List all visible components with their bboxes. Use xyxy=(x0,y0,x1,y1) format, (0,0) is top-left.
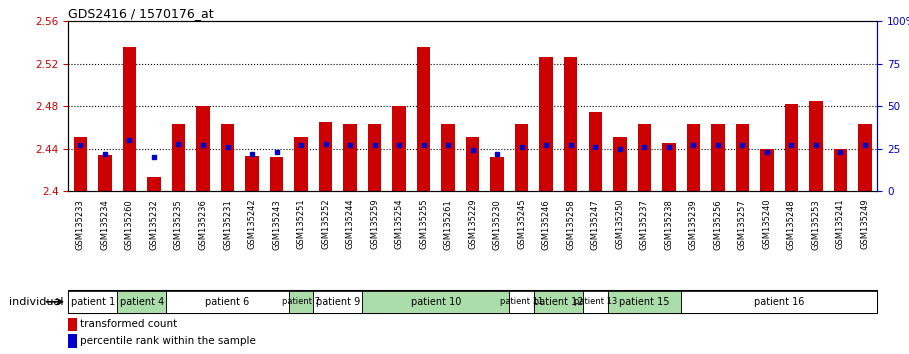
Bar xyxy=(607,291,681,313)
Bar xyxy=(534,291,583,313)
Bar xyxy=(613,137,626,191)
Bar xyxy=(368,124,382,191)
Bar xyxy=(117,291,166,313)
Bar xyxy=(491,157,504,191)
Bar xyxy=(68,291,117,313)
Bar xyxy=(637,124,651,191)
Text: patient 6: patient 6 xyxy=(205,297,250,307)
Text: percentile rank within the sample: percentile rank within the sample xyxy=(80,336,256,346)
Bar xyxy=(662,143,675,191)
Text: patient 1: patient 1 xyxy=(71,297,115,307)
Bar xyxy=(686,124,700,191)
Bar xyxy=(564,57,577,191)
Text: patient 10: patient 10 xyxy=(411,297,461,307)
Text: patient 13: patient 13 xyxy=(574,297,617,306)
Text: patient 7: patient 7 xyxy=(282,297,320,306)
Bar xyxy=(68,334,77,348)
Text: patient 16: patient 16 xyxy=(754,297,804,307)
Bar xyxy=(809,101,823,191)
Text: patient 11: patient 11 xyxy=(500,297,544,306)
Bar xyxy=(295,137,308,191)
Text: GDS2416 / 1570176_at: GDS2416 / 1570176_at xyxy=(68,7,214,20)
Bar xyxy=(166,291,289,313)
Bar xyxy=(588,112,602,191)
Bar xyxy=(289,291,314,313)
Bar xyxy=(466,137,479,191)
Bar xyxy=(314,291,363,313)
Bar xyxy=(583,291,607,313)
Bar xyxy=(760,149,774,191)
Bar xyxy=(393,106,406,191)
Bar xyxy=(442,124,454,191)
Text: patient 9: patient 9 xyxy=(315,297,360,307)
Bar xyxy=(147,177,161,191)
Bar xyxy=(98,155,112,191)
Bar xyxy=(363,291,509,313)
Bar xyxy=(784,104,798,191)
Bar xyxy=(681,291,877,313)
Bar xyxy=(68,318,77,331)
Bar xyxy=(735,124,749,191)
Bar xyxy=(221,124,235,191)
Text: individual: individual xyxy=(9,297,64,307)
Text: patient 12: patient 12 xyxy=(534,297,584,307)
Text: transformed count: transformed count xyxy=(80,319,177,329)
Bar xyxy=(270,157,284,191)
Bar xyxy=(196,106,210,191)
Bar xyxy=(417,47,430,191)
Bar xyxy=(509,291,534,313)
Bar xyxy=(539,57,553,191)
Text: patient 15: patient 15 xyxy=(619,297,670,307)
Text: patient 4: patient 4 xyxy=(120,297,164,307)
Bar xyxy=(515,124,528,191)
Bar xyxy=(123,47,136,191)
Bar xyxy=(858,124,872,191)
Bar xyxy=(344,124,357,191)
Bar xyxy=(245,156,259,191)
Bar xyxy=(74,137,87,191)
Bar xyxy=(319,122,333,191)
Bar xyxy=(711,124,724,191)
Bar xyxy=(172,124,185,191)
Bar xyxy=(834,149,847,191)
